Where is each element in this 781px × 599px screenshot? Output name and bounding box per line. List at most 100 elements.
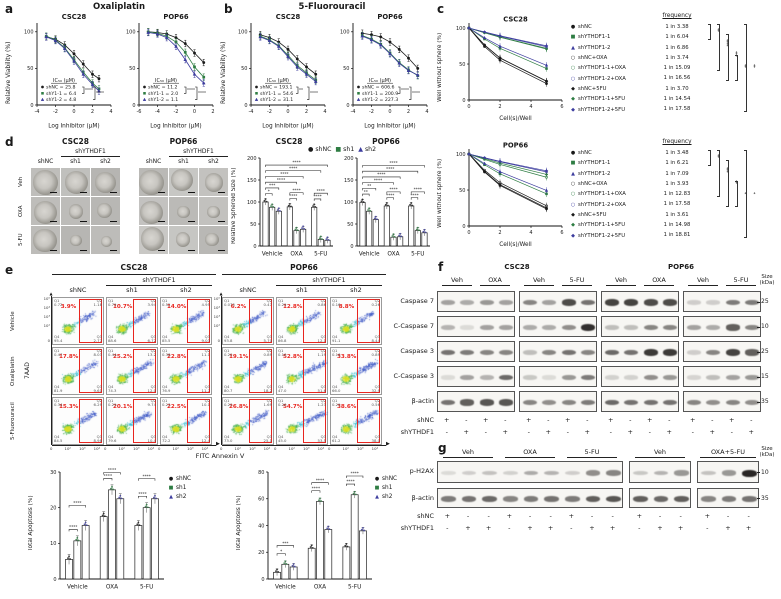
- spheroid-image: [31, 226, 60, 254]
- legend-item: ▲ sh2: [375, 493, 393, 500]
- protein-band: [700, 470, 716, 476]
- spheroid-image: [169, 197, 198, 225]
- legend-label: shNC: [578, 150, 592, 157]
- apoptosis-percent: 8.8%: [338, 303, 355, 310]
- sig-bracket: [735, 180, 738, 208]
- protein-band: [653, 496, 669, 502]
- svg-text:40: 40: [258, 523, 264, 529]
- sign-+: +: [502, 428, 508, 436]
- quadrant-q1: Q1 0.52: [162, 298, 171, 307]
- svg-text:0: 0: [462, 98, 465, 104]
- svg-text:****: ****: [377, 172, 385, 177]
- svg-text:Cell(s)/Well: Cell(s)/Well: [499, 116, 532, 122]
- svg-text:2: 2: [305, 109, 308, 115]
- protein-band: [585, 470, 601, 476]
- protein-band: [522, 399, 537, 406]
- legend-item: ● shNC: [570, 148, 654, 158]
- sign-+: +: [444, 512, 451, 520]
- svg-text:Vehicle: Vehicle: [275, 585, 296, 591]
- protein-band: [461, 470, 477, 476]
- spheroid-legend: ● shNC ■ sh1 ▲ sh2: [252, 146, 432, 154]
- spheroid-image: [61, 226, 90, 254]
- svg-text:****: ****: [414, 187, 422, 192]
- apoptosis-percent: 6.2%: [230, 303, 247, 310]
- protein-band: [479, 375, 494, 380]
- quadrant-q4: Q4 81.9: [54, 384, 63, 394]
- svg-text:-2: -2: [267, 109, 272, 115]
- sign-+: +: [545, 428, 551, 436]
- row-label-Veh: Veh: [18, 176, 24, 188]
- protein-band: [542, 349, 557, 356]
- flow-ytick: 10⁵: [213, 296, 220, 301]
- blot-β-actin-1: [519, 391, 597, 412]
- legend-item: ■ shYTHDF1-1: [570, 158, 654, 168]
- size-dash: [757, 326, 760, 328]
- quadrant-q1: Q1 0.16: [332, 348, 341, 357]
- quadrant-q2: Q2 13.2: [147, 348, 156, 357]
- spheroid-image: [91, 168, 120, 196]
- spheroid-blob: [65, 170, 89, 194]
- frequency-value: 1 in 17.58: [663, 106, 691, 113]
- protein-band: [624, 325, 639, 330]
- svg-text:****: ****: [312, 486, 320, 491]
- protein-band: [725, 374, 740, 381]
- svg-text:****: ****: [389, 187, 397, 192]
- svg-text:POP66: POP66: [377, 13, 402, 21]
- svg-text:****: ****: [412, 91, 420, 96]
- legend-label: shYTHDF1-1+OXA: [578, 191, 626, 198]
- legend-label: shNC+5FU: [578, 85, 607, 92]
- series-marker-icon: ●: [307, 146, 314, 153]
- svg-text:Cell(s)/Well: Cell(s)/Well: [499, 242, 532, 248]
- svg-text:****: ****: [401, 87, 409, 92]
- flow-plot-POP66-5-Fluorouracil-shNC: 26.8% Q1 0.20 Q2 1.69 Q4 73.0 Q3 25.1: [222, 397, 275, 446]
- svg-text:****: ****: [346, 479, 354, 484]
- blot-β-actin-0: [437, 488, 623, 508]
- frequency-value: 1 in 3.61: [665, 211, 689, 218]
- frequency-value: 1 in 3.38: [665, 24, 689, 30]
- svg-text:IC₅₀ (μM): IC₅₀ (μM): [369, 78, 391, 84]
- frequency-value: 1 in 12.83: [663, 191, 691, 198]
- legend-item: ◆ shYTHDF1-1+5FU: [570, 220, 654, 230]
- flow-plot-POP66-5-Fluorouracil-sh1: 54.7% Q1 0.26 Q2 1.23 Q4 45.0 Q3 53.5: [276, 397, 329, 446]
- flow-y-arrow-icon: ▲: [49, 291, 53, 296]
- svg-text:**: **: [364, 189, 368, 194]
- svg-text:100: 100: [456, 26, 466, 32]
- protein-band: [479, 324, 494, 331]
- apoptosis-legend-1: ● shNC ■ sh1 ▲ sh2: [374, 474, 404, 504]
- flow-x-arrow-icon: ▶: [386, 441, 390, 448]
- protein-band: [721, 496, 737, 502]
- svg-text:****: ****: [350, 471, 358, 476]
- sign--: -: [658, 512, 662, 520]
- blot-group-header-POP66: POP66: [668, 263, 694, 271]
- protein-band: [440, 399, 455, 406]
- quadrant-q3: Q3 53.5: [317, 434, 326, 444]
- sign-row-label: shYTHDF1: [400, 428, 434, 436]
- svg-text:-2: -2: [53, 109, 58, 115]
- legend-label: shYTHDF1-1: [578, 34, 611, 41]
- sig-bracket: [717, 24, 720, 72]
- protein-band: [725, 399, 740, 406]
- frequency-header: frequency: [662, 139, 692, 145]
- flow-ytick: 10³: [43, 314, 50, 319]
- spheroid-image: [169, 168, 198, 196]
- quadrant-q4: Q4 66.0: [332, 384, 341, 394]
- svg-text:**: **: [367, 184, 371, 189]
- svg-text:OXA: OXA: [387, 252, 399, 258]
- svg-text:****: ****: [69, 525, 77, 530]
- protein-band: [499, 374, 514, 381]
- quadrant-q2: Q2 4.95: [201, 298, 210, 307]
- flow-plot-CSC28-5-Fluorouracil-shNC: 15.3% Q1 0.34 Q2 6.29 Q4 84.5 Q3 8.98: [52, 397, 105, 446]
- protein-band: [440, 325, 455, 330]
- size-dash: [757, 301, 760, 303]
- apoptosis-percent: 26.8%: [229, 403, 249, 410]
- series-marker-icon: ○: [570, 65, 576, 72]
- protein-band: [479, 399, 494, 406]
- sign--: -: [549, 512, 552, 520]
- quadrant-q2: Q2 0.47: [263, 298, 272, 307]
- flow-xtick: 10³: [357, 446, 364, 451]
- protein-band: [624, 375, 639, 380]
- treatment-header-Veh: Veh: [688, 276, 718, 286]
- sign--: -: [590, 512, 594, 520]
- protein-band: [561, 349, 576, 356]
- quadrant-q3: Q3 51.6: [317, 384, 326, 394]
